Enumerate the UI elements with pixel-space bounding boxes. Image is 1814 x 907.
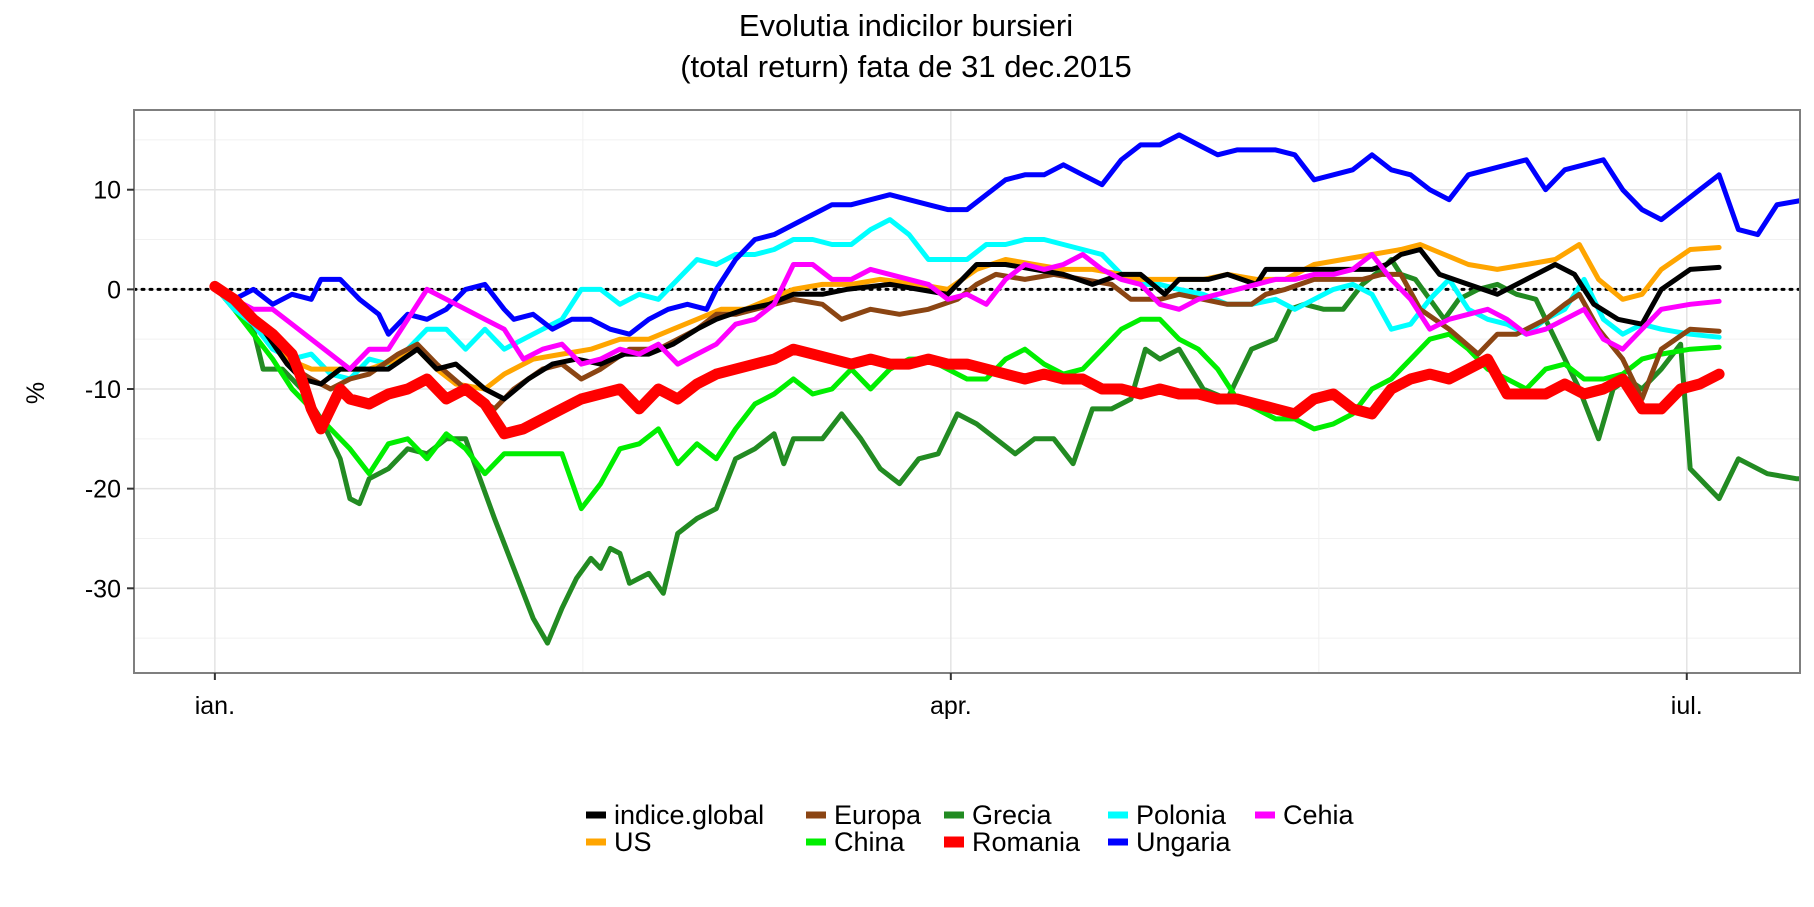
y-tick-label: 10 xyxy=(93,177,121,205)
x-tick-label: iul. xyxy=(1671,692,1703,720)
legend-label-china: China xyxy=(834,827,906,857)
legend-label-cehia: Cehia xyxy=(1283,800,1355,830)
series-line-romania xyxy=(209,280,1725,440)
plot-border xyxy=(133,109,1801,674)
legend-label-us: US xyxy=(614,827,652,857)
y-axis-label: % xyxy=(22,382,50,404)
y-tick-label: -10 xyxy=(85,376,121,404)
x-tick-label: apr. xyxy=(930,692,972,720)
plot-area: 10 0 -10 -20 -30 ian. apr. iul. xyxy=(85,109,1801,720)
series-line-cehia xyxy=(212,252,1722,372)
legend-label-romania: Romania xyxy=(972,827,1081,857)
chart-subtitle: (total return) fata de 31 dec.2015 xyxy=(680,49,1132,84)
legend-label-grecia: Grecia xyxy=(972,800,1053,830)
series-line-china xyxy=(212,283,1722,512)
legend-label-polonia: Polonia xyxy=(1136,800,1227,830)
legend-label-ungaria: Ungaria xyxy=(1136,827,1232,857)
series-group xyxy=(134,132,1800,646)
series-line-polonia xyxy=(212,217,1722,382)
y-tick-label: -30 xyxy=(85,575,121,603)
x-tick-label: ian. xyxy=(195,692,235,720)
y-tick-label: -20 xyxy=(85,476,121,504)
legend-label-europa: Europa xyxy=(834,800,922,830)
series-line-ungaria xyxy=(212,132,1800,337)
chart-title: Evolutia indicilor bursieri xyxy=(739,8,1073,43)
series-line-indice-global xyxy=(212,247,1722,402)
legend-label-indice-global: indice.global xyxy=(614,800,764,830)
legend: indice.global Europa Grecia Polonia Cehia US C… xyxy=(586,800,1355,857)
y-tick-label: 0 xyxy=(107,276,121,304)
